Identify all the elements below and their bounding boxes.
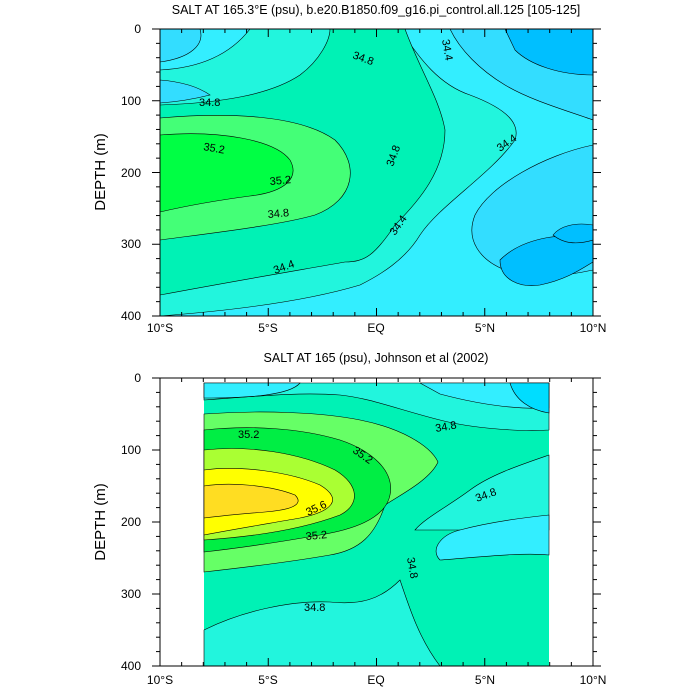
y-tick-label: 100 <box>121 94 141 108</box>
panel1-y-axis-label: DEPTH (m) <box>92 133 109 211</box>
panel2-band-34.2 <box>509 382 550 414</box>
contour-label: 34.8 <box>267 207 289 221</box>
panel2-band-34.6b <box>414 454 550 531</box>
x-tick-label: 5°S <box>258 321 277 335</box>
panel1-band-35.2 <box>160 133 294 213</box>
x-tick-label: 10°S <box>147 321 173 335</box>
y-tick-label: 200 <box>121 515 141 529</box>
contour-label: 35.2 <box>202 141 225 157</box>
contour-label: 34.8 <box>199 97 220 109</box>
panel1-title: SALT AT 165.3°E (psu), b.e20.B1850.f09_g… <box>172 3 581 17</box>
panel1-x-ticklabels: 10°S 5°S EQ 5°N 10°N <box>147 321 606 335</box>
panel1-contour-fill <box>160 29 593 316</box>
contour-label: 35.2 <box>305 529 327 543</box>
contour-label: 34.4 <box>439 38 455 61</box>
x-tick-label: EQ <box>367 321 384 335</box>
panel2-band-35.8 <box>203 483 299 519</box>
y-tick-label: 0 <box>134 371 141 385</box>
contour-label: 34.8 <box>304 602 325 614</box>
contour-label: 35.2 <box>238 429 259 441</box>
panel1-band-34.2b <box>499 235 593 286</box>
panel2-y-axis-label: DEPTH (m) <box>92 483 109 561</box>
panel2-contour-fill <box>203 382 550 666</box>
x-tick-label: 5°N <box>475 321 495 335</box>
x-tick-label: EQ <box>367 673 384 687</box>
x-tick-label: 10°S <box>147 673 173 687</box>
panel-model: SALT AT 165.3°E (psu), b.e20.B1850.f09_g… <box>92 3 606 335</box>
panel1-band-34.2c <box>552 223 593 244</box>
y-tick-label: 0 <box>134 22 141 36</box>
y-tick-label: 100 <box>121 443 141 457</box>
y-tick-label: 400 <box>121 659 141 673</box>
y-tick-label: 400 <box>121 309 141 323</box>
panel1-band-34.4b <box>160 79 211 104</box>
panel2-title: SALT AT 165 (psu), Johnson et al (2002) <box>264 351 489 365</box>
panel2-band-34.4b <box>435 514 550 561</box>
contour-label: 34.8 <box>404 556 420 579</box>
contour-label: 35.2 <box>269 174 291 188</box>
x-tick-label: 10°N <box>580 321 607 335</box>
panel2-y-ticklabels: 0 100 200 300 400 <box>121 371 141 673</box>
panel2-band-34.6c <box>203 579 441 666</box>
x-tick-label: 10°N <box>580 673 607 687</box>
y-tick-label: 300 <box>121 237 141 251</box>
x-tick-label: 5°S <box>258 673 277 687</box>
x-tick-label: 5°N <box>475 673 495 687</box>
y-tick-label: 200 <box>121 166 141 180</box>
panel1-y-ticklabels: 0 100 200 300 400 <box>121 22 141 323</box>
panel2-ticks <box>152 377 601 667</box>
panel1-band-34.4a <box>160 29 202 63</box>
y-tick-label: 300 <box>121 587 141 601</box>
panel2-x-ticklabels: 10°S 5°S EQ 5°N 10°N <box>147 673 606 687</box>
panel1-ticks <box>152 28 601 317</box>
panel-observations: SALT AT 165 (psu), Johnson et al (2002) <box>92 351 606 687</box>
panel2-band-34.4c <box>203 382 301 399</box>
contour-label: 34.8 <box>434 419 457 435</box>
